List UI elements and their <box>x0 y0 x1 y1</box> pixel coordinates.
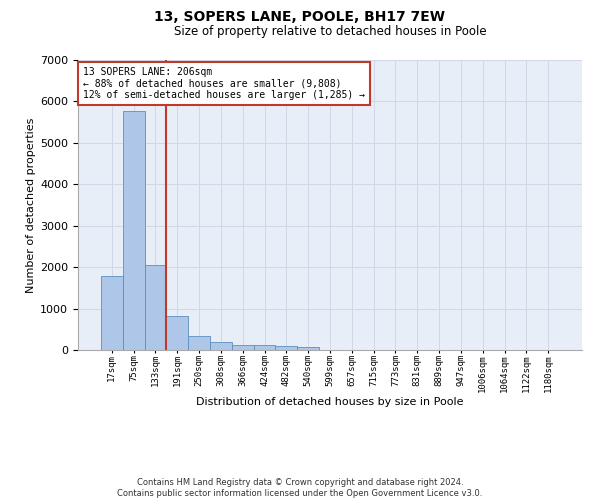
Text: 13 SOPERS LANE: 206sqm
← 88% of detached houses are smaller (9,808)
12% of semi-: 13 SOPERS LANE: 206sqm ← 88% of detached… <box>83 67 365 100</box>
Bar <box>166 316 188 350</box>
Bar <box>254 346 275 350</box>
Bar <box>297 347 319 350</box>
Bar <box>123 110 145 350</box>
Bar <box>145 264 166 350</box>
Bar <box>275 346 297 350</box>
Bar <box>101 276 123 350</box>
Y-axis label: Number of detached properties: Number of detached properties <box>26 118 36 292</box>
Text: Contains HM Land Registry data © Crown copyright and database right 2024.
Contai: Contains HM Land Registry data © Crown c… <box>118 478 482 498</box>
Bar <box>232 345 254 350</box>
Bar <box>210 342 232 350</box>
Text: 13, SOPERS LANE, POOLE, BH17 7EW: 13, SOPERS LANE, POOLE, BH17 7EW <box>155 10 445 24</box>
X-axis label: Distribution of detached houses by size in Poole: Distribution of detached houses by size … <box>196 398 464 407</box>
Bar <box>188 336 210 350</box>
Title: Size of property relative to detached houses in Poole: Size of property relative to detached ho… <box>173 25 487 38</box>
